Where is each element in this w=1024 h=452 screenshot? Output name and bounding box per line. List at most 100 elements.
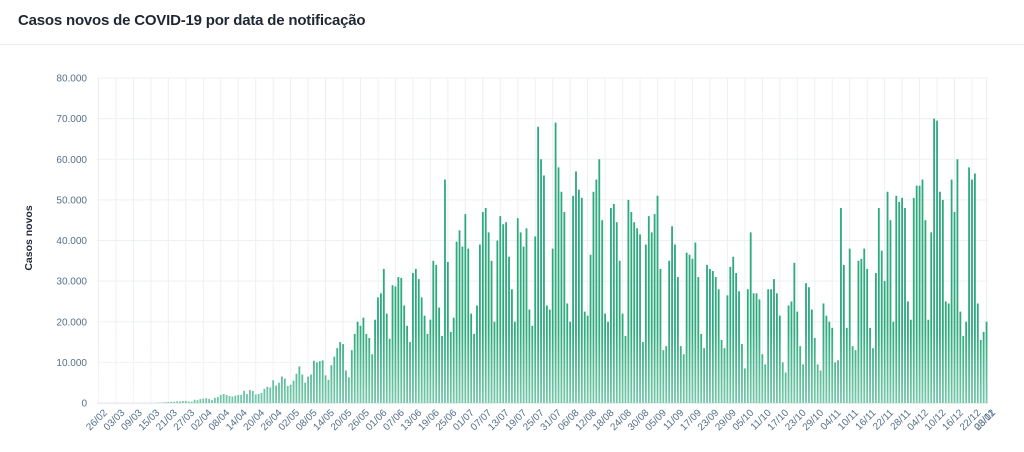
bar[interactable]	[543, 175, 545, 404]
bar[interactable]	[496, 240, 499, 404]
bar[interactable]	[915, 185, 918, 403]
bar[interactable]	[551, 248, 554, 404]
bar[interactable]	[444, 179, 446, 403]
bar[interactable]	[924, 220, 927, 403]
bar[interactable]	[519, 232, 522, 404]
bar[interactable]	[886, 191, 889, 403]
bar[interactable]	[636, 228, 639, 403]
bar[interactable]	[458, 230, 461, 403]
bar[interactable]	[525, 228, 528, 403]
bar[interactable]	[630, 212, 633, 403]
bar[interactable]	[749, 232, 752, 404]
bar[interactable]	[650, 232, 653, 404]
bar-series	[97, 118, 988, 404]
bar[interactable]	[956, 159, 959, 403]
bar[interactable]	[633, 222, 636, 403]
bar[interactable]	[575, 171, 577, 403]
y-axis-label: Casos novos	[23, 205, 35, 271]
bar[interactable]	[950, 179, 953, 403]
bottom-fade	[97, 330, 988, 403]
bar[interactable]	[644, 244, 647, 403]
bar[interactable]	[580, 197, 583, 403]
bar[interactable]	[540, 159, 542, 403]
bar[interactable]	[455, 241, 458, 403]
bar[interactable]	[487, 232, 490, 404]
bar[interactable]	[481, 212, 484, 403]
bar[interactable]	[484, 208, 487, 403]
bar[interactable]	[968, 167, 970, 404]
bar[interactable]	[505, 222, 508, 403]
bar[interactable]	[901, 197, 904, 403]
bar[interactable]	[615, 222, 618, 403]
bar[interactable]	[895, 195, 898, 403]
bar[interactable]	[467, 248, 470, 404]
bar[interactable]	[912, 197, 915, 403]
bar[interactable]	[627, 199, 630, 404]
y-tick-label: 10.000	[56, 358, 87, 369]
bar[interactable]	[694, 242, 697, 403]
bar[interactable]	[933, 118, 936, 404]
bar[interactable]	[941, 199, 944, 404]
y-tick-label: 40.000	[56, 236, 87, 247]
bar[interactable]	[898, 201, 901, 403]
bar[interactable]	[653, 214, 656, 403]
y-tick-label: 20.000	[56, 317, 87, 328]
bar[interactable]	[464, 214, 467, 403]
y-tick-label: 50.000	[56, 195, 87, 206]
y-tick-label: 30.000	[56, 277, 87, 288]
bar[interactable]	[732, 256, 735, 403]
bar[interactable]	[610, 208, 612, 403]
bar[interactable]	[601, 220, 604, 403]
bar[interactable]	[930, 232, 933, 404]
y-axis: 0 10.000 20.000 30.000 40.000 50.000 60.000 70.…	[56, 74, 87, 410]
bar[interactable]	[534, 236, 537, 403]
chart-title: Casos novos de COVID-19 por data de noti…	[18, 12, 366, 29]
bar[interactable]	[537, 126, 540, 403]
bar[interactable]	[647, 216, 650, 403]
bar[interactable]	[688, 254, 691, 403]
bar[interactable]	[877, 208, 880, 403]
bar[interactable]	[863, 248, 866, 404]
bar[interactable]	[840, 208, 842, 403]
y-tick-label: 80.000	[56, 74, 87, 85]
bar[interactable]	[939, 191, 941, 403]
bar[interactable]	[880, 250, 883, 403]
bar[interactable]	[889, 220, 892, 403]
bar[interactable]	[921, 179, 924, 403]
bar[interactable]	[557, 167, 560, 404]
bar[interactable]	[918, 185, 921, 403]
header-divider	[0, 44, 1024, 45]
bar[interactable]	[671, 226, 673, 403]
bar[interactable]	[848, 248, 851, 404]
bar[interactable]	[592, 191, 595, 403]
bar[interactable]	[595, 179, 598, 403]
bar[interactable]	[639, 234, 641, 403]
bar[interactable]	[478, 244, 481, 403]
bar[interactable]	[461, 246, 464, 403]
bar[interactable]	[971, 179, 973, 403]
bar[interactable]	[589, 254, 592, 403]
bar[interactable]	[674, 244, 676, 403]
bar[interactable]	[499, 216, 502, 403]
y-tick-label: 0	[81, 399, 87, 410]
bar[interactable]	[577, 189, 580, 403]
bar[interactable]	[560, 191, 563, 403]
bar[interactable]	[904, 208, 906, 403]
bar[interactable]	[516, 218, 519, 403]
bar[interactable]	[508, 256, 510, 403]
bar[interactable]	[973, 173, 976, 403]
bar[interactable]	[502, 224, 505, 403]
bar[interactable]	[554, 122, 557, 403]
y-tick-label: 70.000	[56, 114, 87, 125]
bar[interactable]	[563, 212, 566, 403]
bar[interactable]	[572, 195, 574, 403]
bar[interactable]	[656, 195, 659, 403]
bar[interactable]	[522, 246, 525, 403]
bar[interactable]	[612, 203, 615, 403]
bar[interactable]	[953, 212, 956, 403]
x-axis: 26/0203/0309/0315/0321/0327/0302/0408/04…	[84, 407, 998, 433]
bar[interactable]	[685, 252, 688, 403]
bar[interactable]	[598, 159, 601, 403]
bar[interactable]	[936, 120, 938, 403]
